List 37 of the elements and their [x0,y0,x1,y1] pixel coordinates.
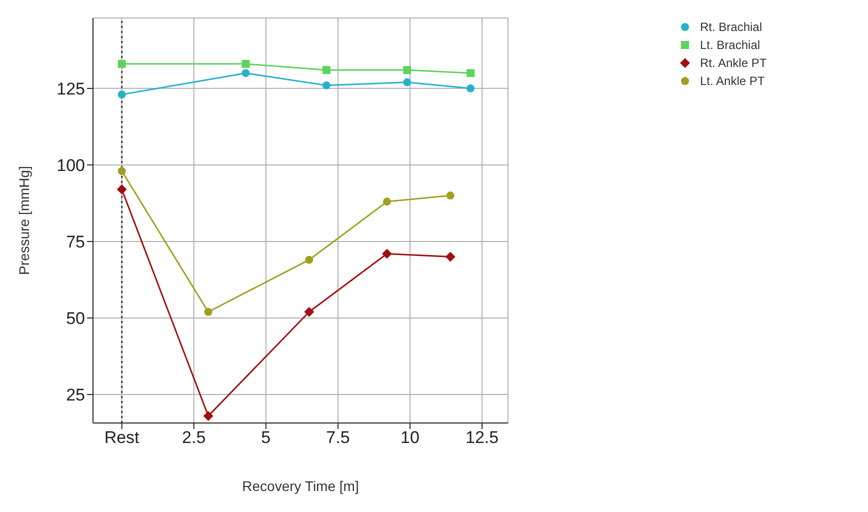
x-tick-label: 10 [400,428,420,448]
x-axis-title: Recovery Time [m] [242,478,359,494]
point [446,192,454,200]
point [466,84,475,92]
point [118,167,126,176]
point [116,184,127,194]
point [305,256,314,264]
y-tick-label: 100 [56,156,85,175]
point [382,198,391,206]
y-tick-label: 75 [66,232,85,252]
point [322,81,330,90]
legend-label: Lt. Brachial [700,38,760,52]
y-tick-label: 125 [56,79,85,98]
y-tick-label: 25 [66,386,85,405]
x-tick-label: 7.5 [326,428,350,448]
point [322,66,330,74]
point [118,60,126,68]
point [242,69,250,78]
point [382,248,392,259]
y-tick-label: 50 [66,309,85,328]
point [203,410,214,421]
legend-label: Rt. Brachial [700,20,762,34]
x-tick-label: 2.5 [182,428,206,448]
point [304,306,314,317]
point [204,308,212,316]
legend-label: Rt. Ankle PT [700,56,767,70]
legend-label: Lt. Ankle PT [700,74,765,88]
point [242,60,250,68]
point [403,78,412,86]
x-tick-label: 12.5 [466,428,499,448]
y-axis-title: Pressure [mmHg] [16,166,32,275]
point [445,252,456,262]
point [118,90,126,99]
point [466,69,475,78]
x-tick-label: 5 [261,428,271,448]
x-tick-label: Rest [104,428,140,448]
point [403,66,412,74]
